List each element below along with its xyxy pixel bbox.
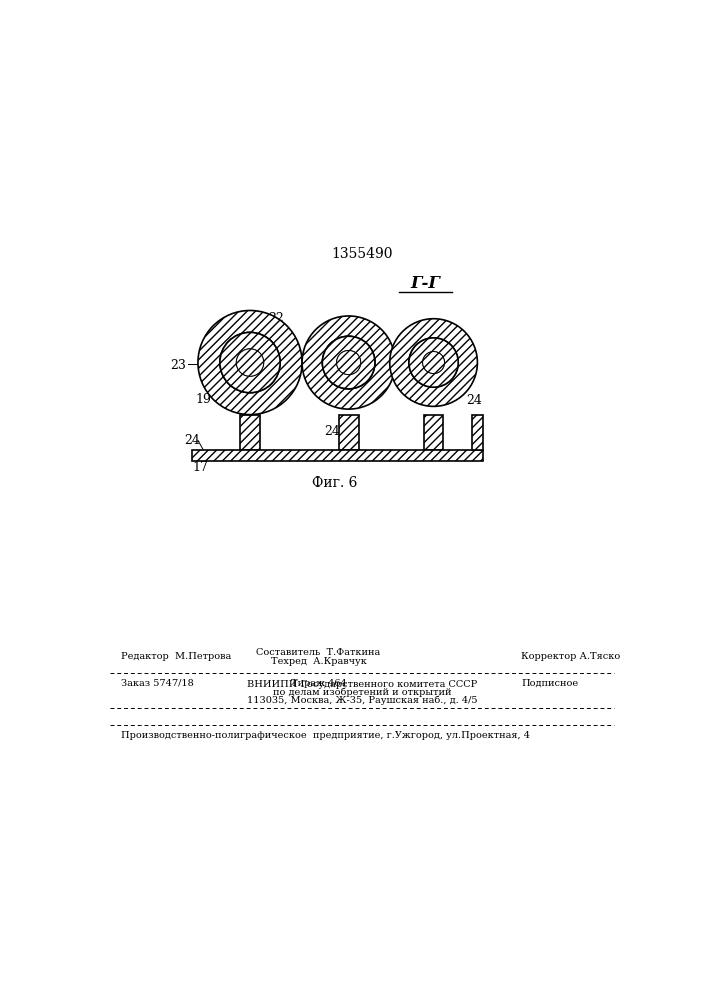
- Text: Подписное: Подписное: [521, 679, 578, 688]
- Text: Редактор  М.Петрова: Редактор М.Петрова: [122, 652, 231, 661]
- Circle shape: [198, 310, 302, 415]
- Text: 113035, Москва, Ж-35, Раушская наб., д. 4/5: 113035, Москва, Ж-35, Раушская наб., д. …: [247, 696, 478, 705]
- Bar: [240, 415, 260, 450]
- Circle shape: [409, 338, 458, 387]
- Text: ВНИИПИ Государственного комитета СССР: ВНИИПИ Государственного комитета СССР: [247, 680, 477, 689]
- Text: 22: 22: [268, 312, 284, 325]
- Text: Тираж 464: Тираж 464: [291, 679, 346, 688]
- Text: 24: 24: [467, 394, 482, 407]
- Text: 19: 19: [195, 393, 211, 406]
- Circle shape: [423, 352, 445, 373]
- Circle shape: [337, 350, 361, 375]
- Text: Составитель  Т.Фаткина: Составитель Т.Фаткина: [257, 648, 380, 657]
- Text: Фиг. 6: Фиг. 6: [312, 476, 358, 490]
- Text: Производственно-полиграфическое  предприятие, г.Ужгород, ул.Проектная, 4: Производственно-полиграфическое предприя…: [122, 731, 530, 740]
- Text: 17: 17: [192, 461, 209, 474]
- Text: Г-Г: Г-Г: [410, 275, 440, 292]
- Circle shape: [423, 352, 445, 373]
- Circle shape: [220, 332, 280, 393]
- Bar: [339, 415, 358, 450]
- Text: 24: 24: [185, 434, 200, 447]
- Bar: [472, 415, 483, 450]
- Circle shape: [390, 319, 477, 406]
- Text: Корректор А.Тяско: Корректор А.Тяско: [521, 652, 621, 661]
- Circle shape: [236, 349, 264, 376]
- Circle shape: [409, 338, 458, 387]
- Circle shape: [322, 336, 375, 389]
- Circle shape: [337, 350, 361, 375]
- Text: 23: 23: [170, 359, 186, 372]
- Text: по делам изобретений и открытий: по делам изобретений и открытий: [273, 688, 452, 697]
- Text: 24: 24: [324, 425, 340, 438]
- Text: 1355490: 1355490: [332, 247, 393, 261]
- Circle shape: [302, 316, 395, 409]
- Bar: [423, 415, 443, 450]
- Circle shape: [220, 332, 280, 393]
- Circle shape: [322, 336, 375, 389]
- Text: Техред  А.Кравчук: Техред А.Кравчук: [271, 657, 366, 666]
- Circle shape: [236, 349, 264, 376]
- Text: Заказ 5747/18: Заказ 5747/18: [122, 679, 194, 688]
- Bar: [192, 450, 483, 461]
